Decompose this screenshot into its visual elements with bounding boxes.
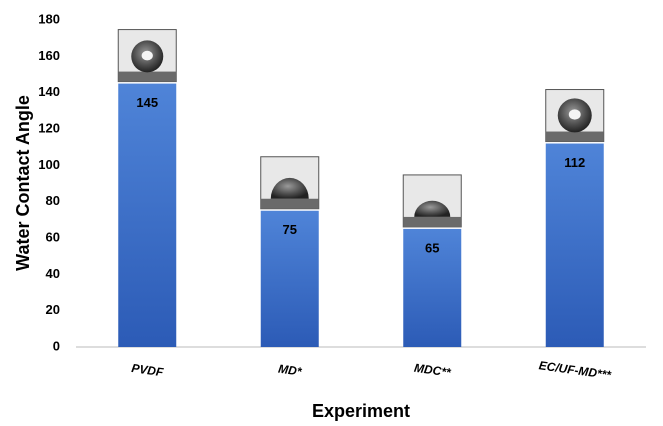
y-tick-label: 0 <box>53 338 60 353</box>
droplet-highlight <box>142 51 153 61</box>
chart: Water Contact Angle Experiment 0 20 40 60 80… <box>0 0 663 426</box>
droplet-highlight <box>569 109 581 119</box>
droplet-surface <box>118 72 176 82</box>
droplet-surface <box>546 132 604 142</box>
droplet-image <box>261 157 319 209</box>
bar <box>546 144 604 347</box>
data-label: 75 <box>283 222 297 237</box>
droplet-image <box>118 30 176 82</box>
data-label: 112 <box>564 155 585 170</box>
y-tick-label: 160 <box>38 48 60 63</box>
droplet-image <box>546 90 604 142</box>
y-tick-label: 100 <box>38 157 60 172</box>
droplet-surface <box>261 199 319 209</box>
y-tick-label: 180 <box>38 11 60 26</box>
droplet-image <box>403 175 461 227</box>
x-tick-label: PVDF <box>131 361 165 379</box>
bar <box>118 84 176 347</box>
x-tick-label: EC/UF-MD*** <box>538 358 613 382</box>
y-tick-label: 60 <box>46 229 60 244</box>
data-label: 65 <box>425 240 439 255</box>
data-label: 145 <box>136 95 158 110</box>
y-tick-label: 80 <box>46 193 60 208</box>
droplet-surface <box>403 217 461 227</box>
x-axis-title: Experiment <box>312 401 410 421</box>
y-tick-label: 40 <box>46 266 60 281</box>
y-axis-title: Water Contact Angle <box>13 95 33 271</box>
y-tick-label: 20 <box>46 302 60 317</box>
x-tick-label: MDC** <box>413 361 453 380</box>
y-tick-label: 140 <box>38 84 60 99</box>
x-tick-label: MD* <box>277 362 303 379</box>
y-tick-label: 120 <box>38 120 60 135</box>
